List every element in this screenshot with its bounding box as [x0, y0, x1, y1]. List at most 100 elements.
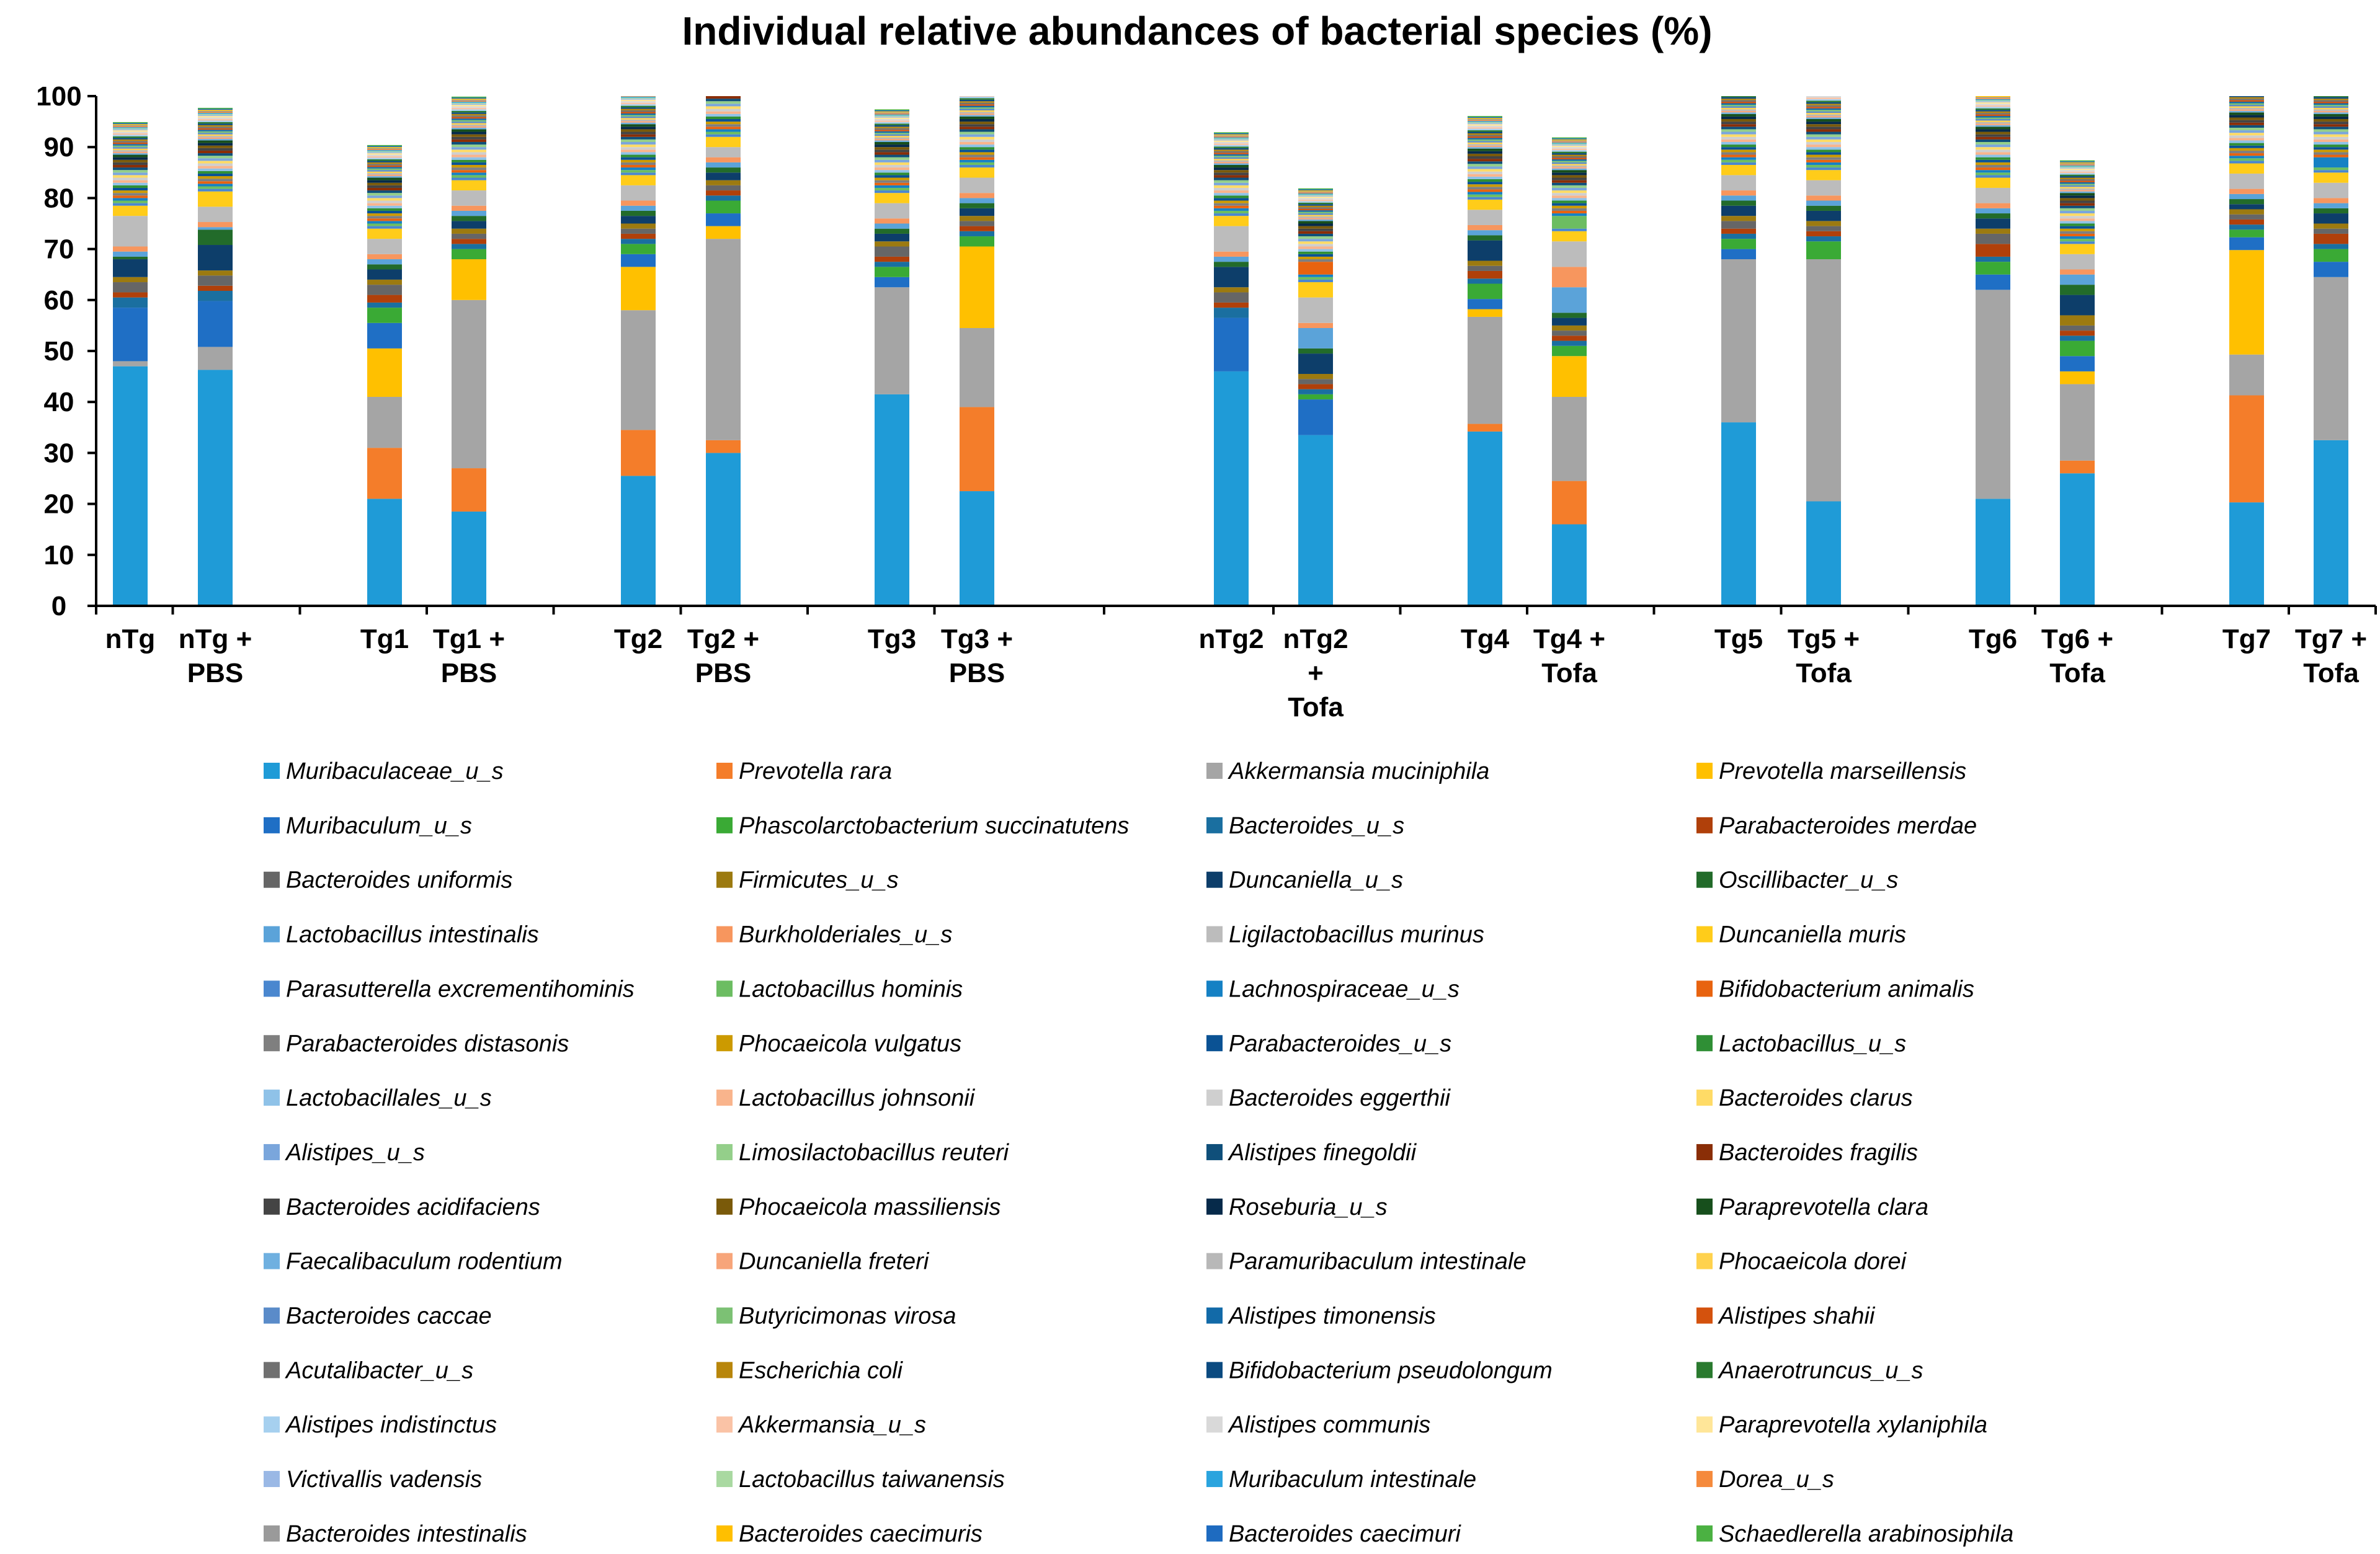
bar-segment	[1552, 267, 1587, 288]
bar-segment	[875, 137, 909, 140]
bar-segment	[1214, 175, 1249, 178]
bar-segment	[875, 116, 909, 118]
legend-item: Alistipes_u_s	[264, 1140, 425, 1166]
legend-item: Bacteroides caecimuris	[716, 1521, 983, 1547]
bar-segment	[452, 107, 486, 110]
bar-segment	[198, 168, 233, 171]
bar-segment	[621, 115, 656, 117]
bar-segment	[2060, 244, 2095, 254]
bar-segment	[1976, 172, 2010, 175]
bar-segment	[1976, 97, 2010, 99]
y-axis: 0 10 20 30 40 50 60 70 80 90 100	[36, 81, 97, 621]
bar-segment	[1214, 172, 1249, 175]
bar-segment	[1806, 144, 1841, 148]
bar-segment	[2314, 154, 2348, 158]
legend-item: Limosilactobacillus reuteri	[716, 1140, 1010, 1166]
bar-segment	[1298, 195, 1333, 197]
bar-segment	[1552, 187, 1587, 191]
bar-segment	[875, 187, 909, 191]
bar-segment	[875, 256, 909, 262]
bar-segment	[1976, 167, 2010, 171]
bar-segment	[1214, 371, 1249, 606]
bar-segment	[1214, 187, 1249, 191]
legend-item: Dorea_u_s	[1696, 1467, 1834, 1493]
bar-segment	[1721, 152, 1756, 155]
legend-swatch	[264, 1253, 280, 1269]
bar-segment	[198, 229, 233, 246]
bar-segment	[1721, 127, 1756, 130]
legend-item: Lactobacillus_u_s	[1696, 1031, 1906, 1057]
legend-label: Lachnospiraceae_u_s	[1229, 976, 1460, 1002]
bar-segment	[1721, 113, 1756, 117]
legend-swatch	[1206, 926, 1223, 943]
bar-segment	[1468, 278, 1502, 284]
legend-swatch	[1696, 1471, 1713, 1488]
bar-segment	[706, 131, 741, 135]
legend-label: Parabacteroides merdae	[1719, 813, 1977, 839]
bar-segment	[1721, 141, 1756, 145]
bar-segment	[2229, 153, 2264, 156]
bar-segment	[2060, 163, 2095, 165]
bar-segment	[2229, 125, 2264, 128]
bar-segment	[1806, 221, 1841, 226]
bar-segment	[960, 118, 994, 122]
bar-segment	[1214, 267, 1249, 288]
bar-segment	[367, 187, 402, 191]
bar-segment	[367, 228, 402, 239]
legend-label: Acutalibacter_u_s	[285, 1357, 473, 1383]
bar-segment	[1298, 244, 1333, 247]
bar-segment	[1214, 195, 1249, 198]
bar-segment	[1552, 313, 1587, 318]
bar-segment	[1214, 182, 1249, 185]
bar-segment	[1214, 144, 1249, 147]
bar-segment	[875, 277, 909, 288]
bar-segment	[2314, 134, 2348, 137]
bar-segment	[960, 112, 994, 113]
bar-segment	[452, 104, 486, 107]
bar-segment	[1214, 302, 1249, 308]
bar-segment	[1976, 136, 2010, 140]
bar-segment	[2314, 136, 2348, 140]
bar-segment	[2229, 97, 2264, 99]
bar-segment	[367, 159, 402, 161]
legend-label: Dorea_u_s	[1719, 1467, 1834, 1493]
bar-segment	[621, 244, 656, 254]
bar-segment	[1552, 161, 1587, 162]
bar-segment	[2060, 203, 2095, 206]
bar-segment	[367, 147, 402, 148]
bar-segment	[706, 129, 741, 132]
bar-segment	[2060, 198, 2095, 201]
bar-segment	[1721, 110, 1756, 113]
bar-segment	[2229, 199, 2264, 205]
bar-segment	[367, 208, 402, 211]
legend-swatch	[1206, 980, 1223, 997]
bar-segment	[198, 137, 233, 140]
bar-segment	[113, 198, 148, 201]
bar-segment	[621, 157, 656, 160]
bar-segment	[1468, 118, 1502, 120]
bar-segment	[1806, 210, 1841, 221]
legend-label: Alistipes timonensis	[1228, 1303, 1436, 1330]
legend-swatch	[1696, 1198, 1713, 1215]
bar-segment	[1721, 200, 1756, 206]
bar-segment	[1552, 145, 1587, 148]
bar-segment	[1806, 259, 1841, 502]
bar-segment	[452, 99, 486, 101]
bar-segment	[1214, 153, 1249, 154]
bar-segment	[2060, 195, 2095, 198]
y-tick-label: 90	[44, 132, 74, 162]
bar-segment	[367, 239, 402, 254]
bar-segment	[367, 149, 402, 151]
legend-swatch	[264, 1035, 280, 1052]
bar-segment	[2314, 152, 2348, 155]
legend-item: Muribaculaceae_u_s	[264, 758, 504, 784]
bar-segment	[1298, 279, 1333, 283]
bar-segment	[198, 370, 233, 606]
bar-segment	[1976, 244, 2010, 257]
x-tick-label: Tofa	[1541, 658, 1597, 688]
bar-segment	[621, 99, 656, 102]
bar-segment	[1806, 117, 1841, 119]
bar-segment	[1721, 144, 1756, 148]
bar-segment	[1721, 129, 1756, 132]
bar-segment	[2060, 221, 2095, 224]
